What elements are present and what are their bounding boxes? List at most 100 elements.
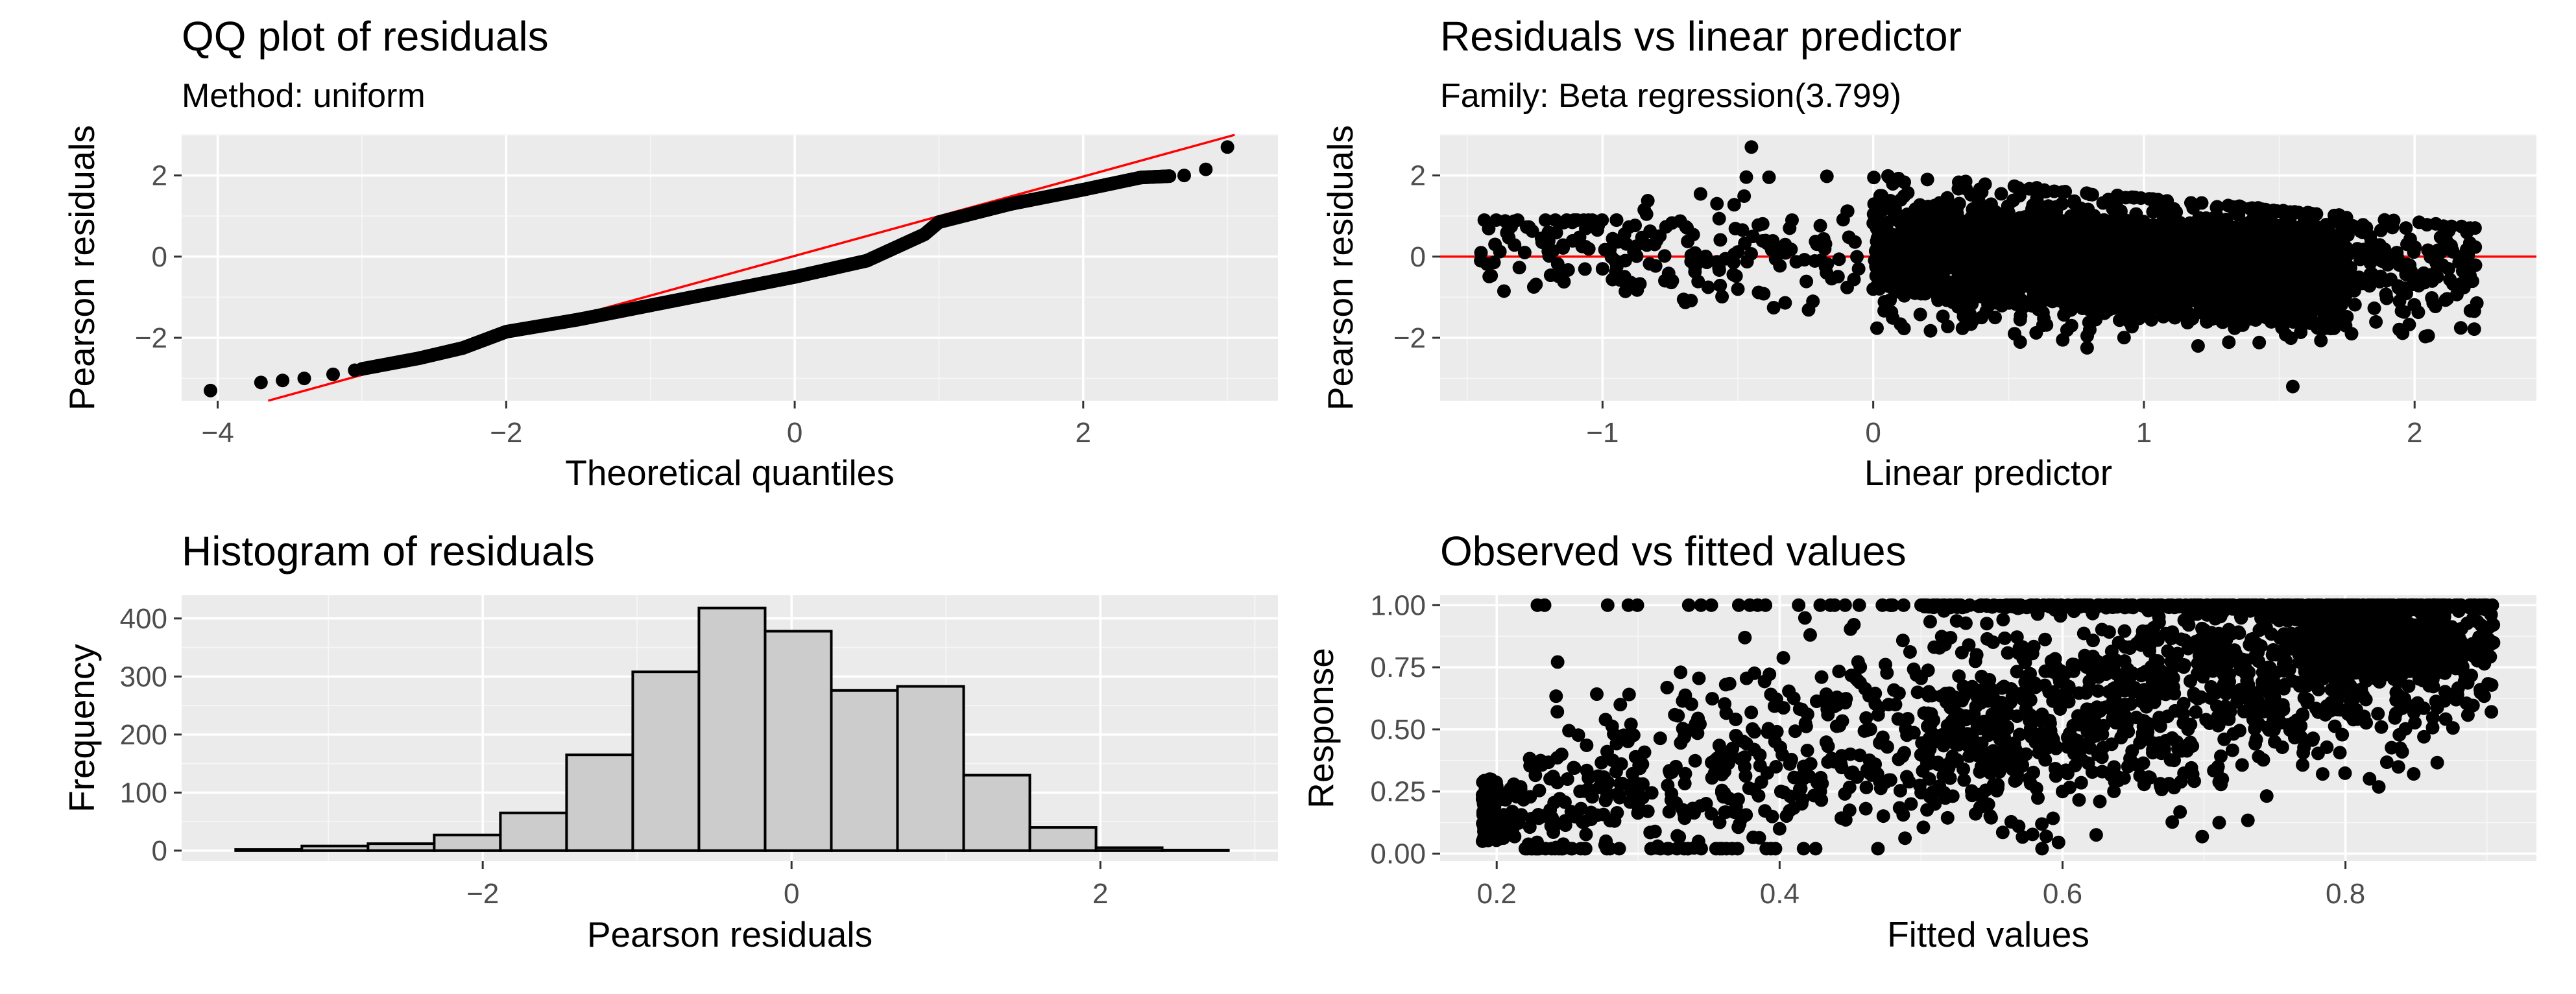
data-point: [1785, 213, 1799, 227]
histogram-bar: [1094, 846, 1164, 852]
data-point: [1847, 272, 1861, 287]
chart-subtitle: Method: uniform: [182, 77, 426, 115]
data-point: [1691, 274, 1705, 289]
data-point: [2058, 274, 2073, 289]
data-point: [2143, 219, 2158, 234]
data-point: [1595, 262, 1609, 276]
data-point: [1796, 842, 1811, 856]
data-point: [1199, 162, 1213, 176]
data-point: [1800, 274, 1814, 289]
data-point: [1630, 249, 1644, 263]
data-point: [2090, 242, 2105, 257]
histogram-bar: [896, 685, 965, 852]
data-point: [1580, 738, 1594, 752]
data-point: [2195, 246, 2209, 261]
data-point: [2001, 646, 2015, 660]
data-point: [1894, 230, 1908, 244]
histogram-bar: [367, 842, 436, 852]
data-point: [1535, 235, 1549, 250]
data-point: [2390, 249, 2404, 263]
data-point: [1920, 172, 1934, 187]
data-point: [1890, 208, 1904, 222]
data-point: [2256, 214, 2270, 228]
data-point: [1997, 631, 2012, 645]
data-point: [2333, 746, 2347, 760]
data-point: [1757, 287, 1771, 301]
data-point: [2398, 281, 2412, 295]
data-point: [2286, 228, 2301, 243]
data-point: [2143, 234, 2158, 249]
histogram-bar: [697, 606, 767, 852]
data-point: [1619, 284, 1633, 298]
x-tick-label: 0: [784, 878, 799, 910]
data-point: [2150, 281, 2165, 296]
data-point: [1886, 177, 1900, 191]
data-point: [1870, 231, 1884, 245]
data-point: [1938, 199, 1953, 214]
histogram-bar: [565, 753, 634, 852]
data-point: [2314, 333, 2328, 348]
data-point: [2270, 261, 2285, 276]
data-point: [1606, 272, 1620, 287]
data-point: [788, 270, 802, 284]
data-point: [2287, 248, 2302, 263]
data-point: [1940, 811, 1955, 825]
data-point: [1809, 842, 1823, 856]
data-point: [1550, 257, 1565, 271]
data-point: [2142, 644, 2156, 658]
data-point: [369, 359, 383, 373]
data-point: [2184, 239, 2199, 254]
data-point: [1884, 305, 1899, 320]
data-point: [1800, 743, 1814, 757]
data-point: [2407, 298, 2422, 312]
data-point: [413, 351, 427, 365]
data-point: [1936, 309, 1950, 324]
data-point: [276, 373, 290, 388]
data-point: [1975, 788, 1989, 802]
data-point: [1879, 259, 1894, 274]
data-point: [1894, 193, 1908, 207]
data-point: [1512, 261, 1526, 275]
data-point: [2114, 260, 2129, 275]
scatter-points: [1475, 598, 2501, 856]
data-point: [860, 254, 874, 268]
data-point: [2462, 268, 2477, 283]
data-point: [1850, 250, 1864, 264]
data-point: [1877, 294, 1892, 309]
data-point: [2026, 258, 2041, 273]
data-point: [2266, 643, 2280, 657]
data-point: [1744, 140, 1759, 154]
data-point: [2089, 283, 2104, 298]
data-point: [2315, 767, 2329, 781]
data-point: [2229, 252, 2244, 267]
data-point: [2431, 243, 2445, 257]
data-point: [1617, 270, 1631, 284]
x-tick-label: −4: [202, 417, 234, 449]
data-point: [2180, 313, 2195, 327]
data-point: [2348, 298, 2362, 312]
data-point: [2203, 292, 2218, 307]
data-point: [2076, 626, 2091, 641]
data-point: [1731, 282, 1745, 296]
x-tick-label: 0.6: [2043, 878, 2082, 910]
y-axis-label: Frequency: [62, 644, 102, 812]
histogram-bar: [764, 630, 833, 852]
data-point: [2104, 245, 2119, 260]
data-point: [1559, 213, 1574, 227]
data-point: [1746, 722, 1760, 736]
data-point: [1870, 321, 1884, 335]
data-point: [2165, 220, 2180, 235]
data-point: [2310, 239, 2325, 254]
data-point: [716, 284, 730, 298]
data-point: [2269, 284, 2284, 299]
data-point: [2169, 650, 2184, 665]
data-point: [1684, 294, 1698, 308]
data-point: [2246, 249, 2261, 264]
data-point: [2245, 213, 2259, 227]
data-point: [1618, 254, 1632, 268]
data-point: [499, 325, 513, 339]
data-point: [1962, 638, 1976, 652]
x-axis-label: Theoretical quantiles: [565, 453, 895, 493]
data-point: [1657, 249, 1672, 263]
